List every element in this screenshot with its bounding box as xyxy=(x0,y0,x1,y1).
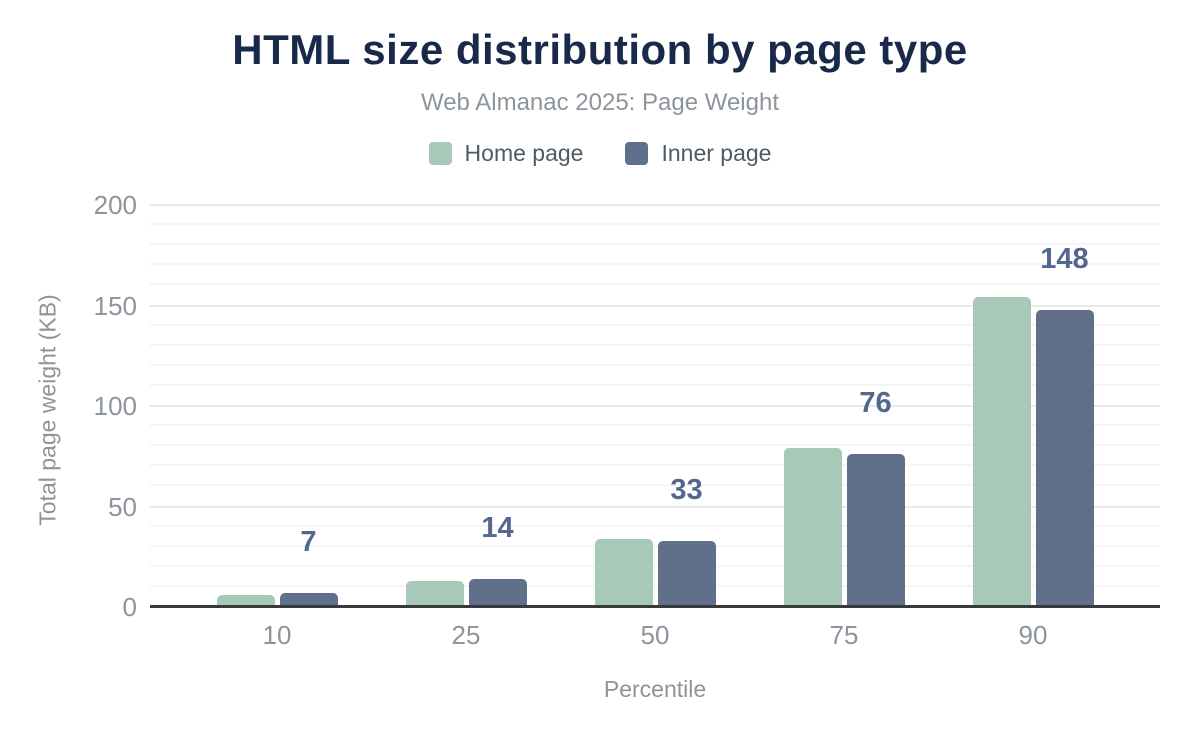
major-gridline xyxy=(150,505,1160,508)
major-gridline xyxy=(150,304,1160,307)
bar-home-page xyxy=(594,538,653,607)
bar-home-page xyxy=(405,580,464,607)
minor-gridline xyxy=(150,363,1160,366)
y-axis-tick-label: 200 xyxy=(93,190,137,220)
legend-item-inner-page[interactable]: Inner page xyxy=(625,140,771,167)
chart-subtitle: Web Almanac 2025: Page Weight xyxy=(420,89,779,116)
major-gridline xyxy=(150,405,1160,407)
minor-gridline xyxy=(150,564,1160,567)
bar-inner-page xyxy=(468,578,527,607)
minor-gridline xyxy=(150,223,1160,226)
x-axis-title: Percentile xyxy=(603,676,707,702)
inner-page-swatch-icon xyxy=(625,142,649,165)
minor-gridline xyxy=(150,323,1160,326)
chart-title: HTML size distribution by page type xyxy=(232,26,968,73)
major-gridline xyxy=(150,204,1160,206)
bar-value-label: 14 xyxy=(481,511,514,544)
bar-inner-page xyxy=(1035,309,1094,607)
legend-label: Home page xyxy=(464,140,584,166)
legend: Home page Inner page xyxy=(0,140,1200,167)
x-axis-tick-label: 75 xyxy=(829,620,859,650)
bar-inner-page xyxy=(279,592,338,607)
x-axis-line xyxy=(150,605,1160,608)
y-axis-tick-label: 50 xyxy=(108,491,137,522)
minor-gridline xyxy=(150,464,1160,467)
bar-value-label: 148 xyxy=(1040,242,1089,275)
minor-gridline xyxy=(150,524,1160,527)
bar-value-label: 33 xyxy=(670,473,703,506)
legend-label: Inner page xyxy=(661,140,772,166)
home-page-swatch-icon xyxy=(428,142,452,165)
legend-item-home-page[interactable]: Home page xyxy=(428,140,584,167)
bar-home-page xyxy=(216,594,275,607)
y-axis-tick-label: 150 xyxy=(93,290,137,321)
bar-home-page xyxy=(972,297,1031,607)
y-axis-tick-label: 0 xyxy=(122,592,137,622)
x-axis-tick-label: 10 xyxy=(262,620,292,650)
plot-area: 0 50 100 150 200 7 10 14 25 33 50 76 75 148 90 xyxy=(94,190,1160,650)
bar-inner-page xyxy=(846,454,905,607)
bar-inner-page xyxy=(657,540,716,607)
minor-gridline xyxy=(150,424,1160,427)
minor-gridline xyxy=(150,484,1160,487)
bar-home-page xyxy=(783,448,842,607)
minor-gridline xyxy=(150,383,1160,386)
x-axis-tick-label: 25 xyxy=(451,620,481,650)
minor-gridline xyxy=(150,544,1160,547)
minor-gridline xyxy=(150,243,1160,246)
bar-value-label: 7 xyxy=(300,525,317,558)
x-axis-tick-label: 90 xyxy=(1018,620,1048,650)
minor-gridline xyxy=(150,584,1160,587)
minor-gridline xyxy=(150,263,1160,266)
bar-value-label: 76 xyxy=(859,387,892,420)
minor-gridline xyxy=(150,444,1160,447)
minor-gridline xyxy=(150,343,1160,346)
x-axis-tick-label: 50 xyxy=(640,620,670,650)
y-axis-tick-label: 100 xyxy=(93,391,137,421)
minor-gridline xyxy=(150,283,1160,286)
